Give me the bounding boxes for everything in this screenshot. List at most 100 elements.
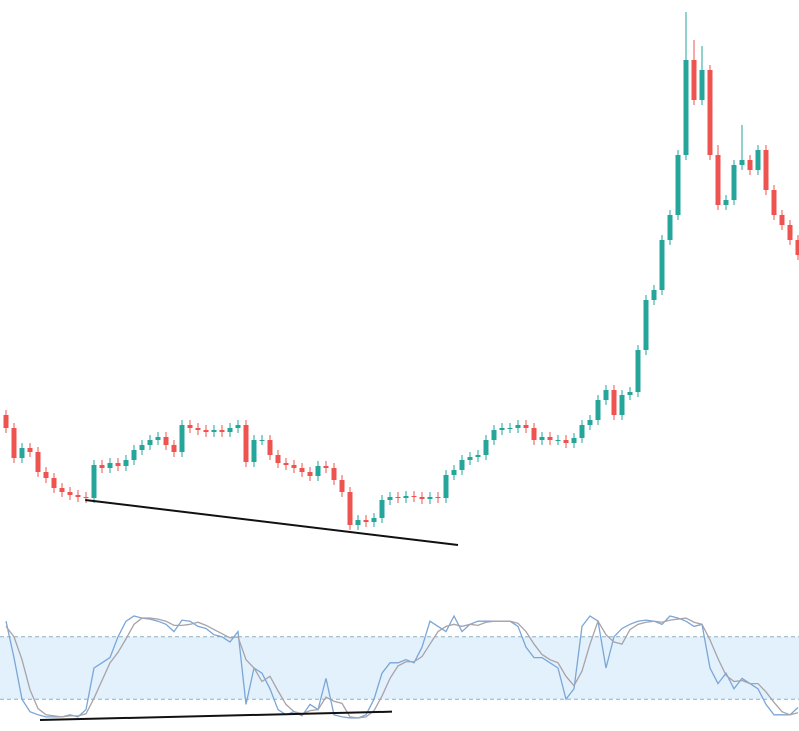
candle-body xyxy=(267,440,273,455)
candle-body xyxy=(59,488,65,492)
candle-body xyxy=(771,190,777,215)
candle-body xyxy=(115,463,121,466)
candle-body xyxy=(499,428,505,430)
candle-body xyxy=(659,240,665,290)
candle-body xyxy=(547,437,553,440)
candle-body xyxy=(475,455,481,457)
candle-body xyxy=(355,520,361,525)
candle-body xyxy=(99,465,105,468)
candle-body xyxy=(91,465,97,498)
candle-body xyxy=(187,425,193,428)
stoch-line xyxy=(5,614,799,719)
stoch-line xyxy=(5,617,799,719)
candle-body xyxy=(483,440,489,455)
candle-body xyxy=(555,440,561,441)
candle-body xyxy=(675,155,681,215)
candle-body xyxy=(683,60,689,155)
candle-body xyxy=(147,440,153,445)
candle-body xyxy=(467,457,473,460)
candle-body xyxy=(83,497,89,498)
candle-body xyxy=(795,240,799,255)
candle-body xyxy=(35,452,41,472)
candle-body xyxy=(347,492,353,525)
band-fill xyxy=(0,636,799,700)
candle-body xyxy=(491,430,497,440)
candle-body xyxy=(507,428,513,429)
candle-body xyxy=(523,425,529,428)
candle-body xyxy=(587,420,593,425)
candle-body xyxy=(139,445,145,450)
candle-body xyxy=(747,160,753,170)
candle-body xyxy=(579,425,585,438)
candle-body xyxy=(739,160,745,165)
candle-body xyxy=(435,497,441,498)
candle-body xyxy=(427,497,433,499)
candle-body xyxy=(339,480,345,492)
candle-body xyxy=(283,463,289,465)
candle-body xyxy=(179,425,185,452)
candle-body xyxy=(299,468,305,472)
candle-body xyxy=(571,438,577,443)
candle-body xyxy=(627,392,633,395)
candle-body xyxy=(107,463,113,468)
candle-body xyxy=(243,425,249,462)
candle-body xyxy=(451,470,457,475)
candle-body xyxy=(3,415,9,428)
candle-body xyxy=(515,425,521,428)
candle-body xyxy=(787,225,793,240)
candle-body xyxy=(595,400,601,420)
candle-body xyxy=(387,497,393,500)
candle-body xyxy=(715,155,721,205)
candle-body xyxy=(227,428,233,432)
candle-body xyxy=(323,466,329,468)
candle-body xyxy=(259,440,265,441)
candle-body xyxy=(371,518,377,522)
candle-body xyxy=(707,70,713,155)
candle-body xyxy=(19,448,25,458)
candle-body xyxy=(619,395,625,415)
candle-body xyxy=(379,500,385,518)
trendline xyxy=(39,710,393,721)
candle-body xyxy=(163,437,169,445)
candle-body xyxy=(203,430,209,432)
candle-body xyxy=(731,165,737,200)
candle-body xyxy=(155,437,161,440)
candle-body xyxy=(27,448,33,452)
candle-body xyxy=(763,150,769,190)
candle-body xyxy=(235,425,241,428)
candle-body xyxy=(699,70,705,100)
candle-body xyxy=(275,455,281,463)
candle-body xyxy=(219,430,225,432)
candle-body xyxy=(363,520,369,522)
candle-body xyxy=(539,437,545,440)
candle-body xyxy=(67,492,73,495)
candle-body xyxy=(251,440,257,462)
candle-body xyxy=(651,290,657,300)
candle-body xyxy=(723,200,729,205)
candle-body xyxy=(395,497,401,498)
candle-body xyxy=(291,465,297,468)
candle-body xyxy=(603,390,609,400)
candle-body xyxy=(403,496,409,498)
candle-body xyxy=(43,472,49,478)
candle-body xyxy=(667,215,673,240)
trendline xyxy=(85,499,459,546)
candle-body xyxy=(171,445,177,452)
candle-body xyxy=(11,428,17,458)
candle-body xyxy=(307,472,313,476)
candle-body xyxy=(123,460,129,466)
candle-body xyxy=(755,150,761,170)
candle-body xyxy=(635,350,641,392)
candle-body xyxy=(459,460,465,470)
candle-body xyxy=(691,60,697,100)
candle-body xyxy=(195,428,201,430)
candle-body xyxy=(315,466,321,476)
candle-body xyxy=(411,496,417,497)
candle-body xyxy=(75,495,81,497)
candle-body xyxy=(131,450,137,460)
candle-body xyxy=(51,478,57,488)
candle-body xyxy=(531,428,537,440)
candle-body xyxy=(419,497,425,499)
candle-body xyxy=(563,440,569,443)
